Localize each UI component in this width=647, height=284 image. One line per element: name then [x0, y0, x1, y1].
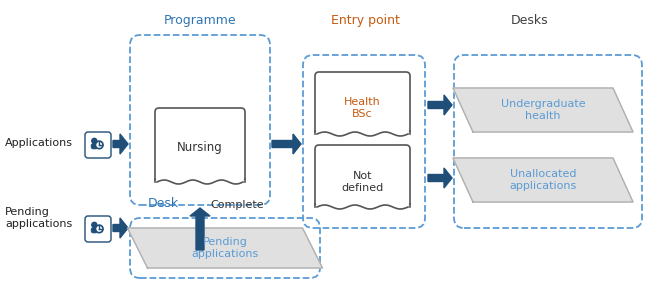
- FancyBboxPatch shape: [155, 108, 245, 182]
- FancyBboxPatch shape: [85, 132, 111, 158]
- Text: Programme: Programme: [164, 14, 236, 27]
- Text: Desks: Desks: [511, 14, 549, 27]
- Polygon shape: [113, 218, 128, 238]
- Text: Complete: Complete: [210, 200, 263, 210]
- Text: Undergraduate
health: Undergraduate health: [501, 99, 586, 121]
- Polygon shape: [453, 158, 633, 202]
- Text: Pending
applications: Pending applications: [192, 237, 259, 259]
- FancyBboxPatch shape: [91, 143, 98, 149]
- Text: Unallocated
applications: Unallocated applications: [509, 169, 576, 191]
- Polygon shape: [428, 95, 452, 115]
- Circle shape: [96, 141, 103, 149]
- Polygon shape: [315, 132, 410, 134]
- Polygon shape: [113, 134, 128, 154]
- Polygon shape: [272, 134, 301, 154]
- Text: Not
defined: Not defined: [342, 171, 384, 193]
- Polygon shape: [428, 168, 452, 188]
- FancyBboxPatch shape: [91, 227, 98, 233]
- Text: Desk: Desk: [148, 197, 179, 210]
- Text: Pending
applications: Pending applications: [5, 207, 72, 229]
- Text: Nursing: Nursing: [177, 141, 223, 154]
- Polygon shape: [453, 88, 633, 132]
- Circle shape: [92, 222, 97, 227]
- Polygon shape: [155, 180, 245, 182]
- Text: Applications: Applications: [5, 138, 73, 148]
- Circle shape: [96, 225, 103, 233]
- FancyBboxPatch shape: [85, 216, 111, 242]
- Polygon shape: [190, 208, 210, 250]
- Polygon shape: [315, 205, 410, 207]
- Circle shape: [92, 138, 97, 143]
- FancyBboxPatch shape: [315, 145, 410, 207]
- FancyBboxPatch shape: [315, 72, 410, 134]
- Text: Health
BSc: Health BSc: [344, 97, 381, 119]
- Polygon shape: [127, 228, 322, 268]
- Text: Entry point: Entry point: [331, 14, 399, 27]
